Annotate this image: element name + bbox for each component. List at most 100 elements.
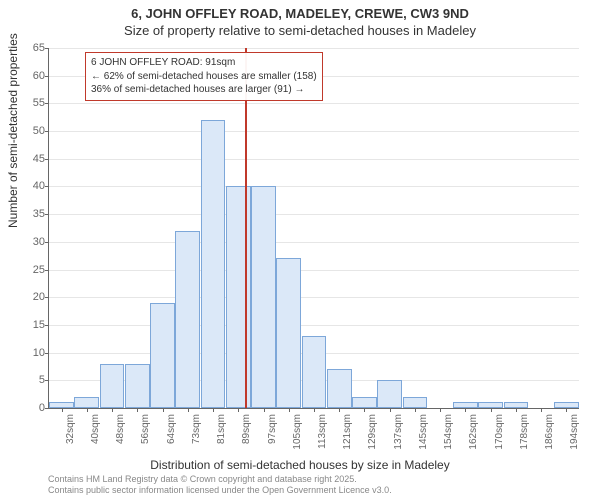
ytick-mark [45,76,49,77]
ytick-label: 20 [33,291,45,303]
xtick-mark [87,408,88,412]
y-axis-label: Number of semi-detached properties [6,33,20,228]
xtick-mark [163,408,164,412]
gridline [49,214,579,215]
reference-line [245,48,247,408]
ytick-label: 50 [33,125,45,137]
histogram-bar [403,397,428,408]
xtick-mark [264,408,265,412]
xtick-label: 97sqm [267,414,278,444]
ytick-mark [45,325,49,326]
ytick-label: 10 [33,347,45,359]
gridline [49,131,579,132]
gridline [49,270,579,271]
xtick-mark [238,408,239,412]
ytick-label: 55 [33,97,45,109]
gridline [49,297,579,298]
xtick-label: 129sqm [367,414,378,450]
histogram-bar [150,303,175,408]
xtick-label: 32sqm [65,414,76,444]
histogram-bar [175,231,200,408]
xtick-mark [213,408,214,412]
histogram-bar [251,186,276,408]
gridline [49,159,579,160]
xtick-mark [188,408,189,412]
xtick-mark [516,408,517,412]
histogram-bar [302,336,327,408]
xtick-label: 186sqm [544,414,555,450]
xtick-mark [415,408,416,412]
gridline [49,48,579,49]
ytick-mark [45,186,49,187]
xtick-label: 145sqm [418,414,429,450]
histogram-bar [74,397,99,408]
chart-title-main: 6, JOHN OFFLEY ROAD, MADELEY, CREWE, CW3… [0,0,600,21]
xtick-mark [314,408,315,412]
ytick-mark [45,353,49,354]
ytick-mark [45,408,49,409]
ytick-label: 35 [33,208,45,220]
histogram-bar [125,364,150,408]
xtick-mark [339,408,340,412]
xtick-mark [566,408,567,412]
ytick-label: 40 [33,180,45,192]
ytick-label: 60 [33,70,45,82]
histogram-bar [352,397,377,408]
histogram-bar [276,258,301,408]
xtick-mark [440,408,441,412]
ytick-mark [45,103,49,104]
xtick-label: 137sqm [393,414,404,450]
xtick-mark [364,408,365,412]
xtick-label: 73sqm [191,414,202,444]
ytick-mark [45,159,49,160]
ytick-label: 25 [33,264,45,276]
ytick-label: 30 [33,236,45,248]
xtick-label: 113sqm [317,414,328,449]
ytick-mark [45,214,49,215]
ytick-mark [45,48,49,49]
xtick-mark [491,408,492,412]
annotation-line2: ← 62% of semi-detached houses are smalle… [91,70,317,84]
annotation-line3: 36% of semi-detached houses are larger (… [91,83,317,97]
histogram-bar [377,380,402,408]
xtick-label: 170sqm [494,414,505,450]
ytick-label: 0 [39,402,45,414]
xtick-label: 105sqm [292,414,303,450]
xtick-mark [289,408,290,412]
xtick-label: 81sqm [216,414,227,444]
ytick-label: 5 [39,374,45,386]
xtick-label: 48sqm [115,414,126,444]
histogram-bar [201,120,226,408]
xtick-mark [390,408,391,412]
xtick-mark [112,408,113,412]
xtick-label: 40sqm [90,414,101,444]
xtick-mark [465,408,466,412]
xtick-label: 89sqm [241,414,252,444]
xtick-mark [137,408,138,412]
xtick-label: 194sqm [569,414,580,450]
ytick-label: 15 [33,319,45,331]
chart-title-sub: Size of property relative to semi-detach… [0,21,600,38]
footer-line1: Contains HM Land Registry data © Crown c… [48,474,392,485]
chart-footer: Contains HM Land Registry data © Crown c… [48,474,392,496]
chart-plot-area: 6 JOHN OFFLEY ROAD: 91sqm← 62% of semi-d… [48,48,579,409]
histogram-bar [100,364,125,408]
histogram-bar [327,369,352,408]
xtick-label: 64sqm [166,414,177,444]
ytick-mark [45,242,49,243]
ytick-label: 45 [33,153,45,165]
xtick-label: 56sqm [140,414,151,444]
histogram-bar [226,186,251,408]
x-axis-label: Distribution of semi-detached houses by … [0,458,600,472]
gridline [49,103,579,104]
ytick-label: 65 [33,42,45,54]
xtick-label: 121sqm [342,414,353,450]
ytick-mark [45,380,49,381]
xtick-label: 178sqm [519,414,530,450]
footer-line2: Contains public sector information licen… [48,485,392,496]
xtick-label: 162sqm [468,414,479,450]
ytick-mark [45,131,49,132]
annotation-box: 6 JOHN OFFLEY ROAD: 91sqm← 62% of semi-d… [85,52,323,101]
xtick-mark [541,408,542,412]
xtick-label: 154sqm [443,414,454,450]
